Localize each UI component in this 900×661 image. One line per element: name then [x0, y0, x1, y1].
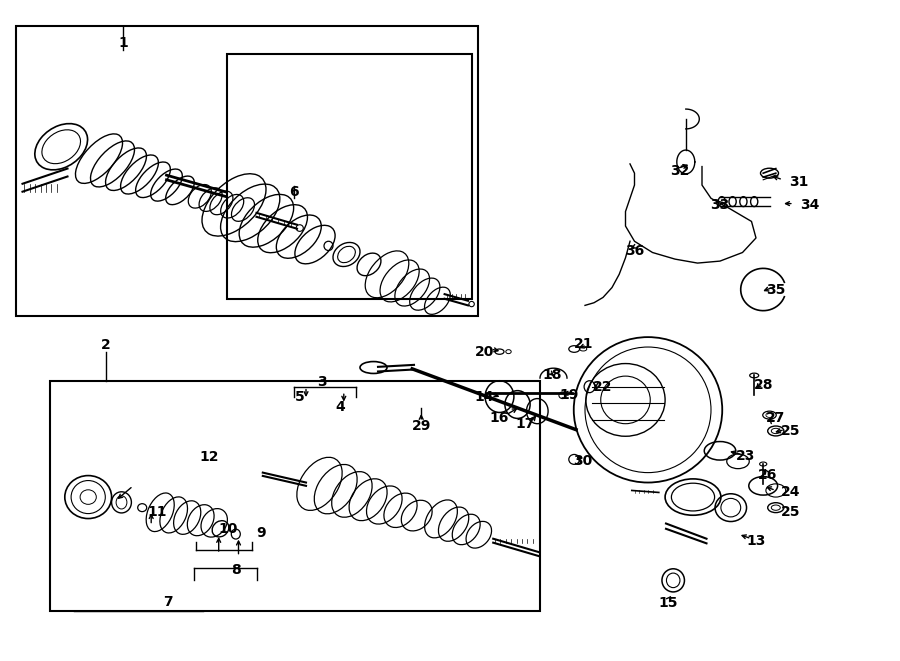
Text: 22: 22 [593, 379, 613, 394]
Text: 35: 35 [766, 282, 786, 297]
Text: 10: 10 [218, 522, 238, 536]
Text: 33: 33 [710, 198, 730, 212]
Text: 36: 36 [625, 244, 644, 258]
Text: 7: 7 [164, 594, 173, 609]
Text: 32: 32 [670, 163, 689, 178]
Text: 5: 5 [295, 389, 304, 404]
Text: 25: 25 [780, 424, 800, 438]
Text: 29: 29 [411, 419, 431, 434]
Text: 8: 8 [231, 563, 240, 577]
Text: 23: 23 [735, 449, 755, 463]
Text: 27: 27 [766, 410, 786, 425]
Text: 20: 20 [474, 344, 494, 359]
Bar [227, 54, 472, 299]
Text: 2: 2 [102, 338, 111, 352]
Text: 1: 1 [119, 36, 128, 50]
Text: 3: 3 [318, 375, 327, 389]
Text: 17: 17 [515, 417, 535, 432]
Text: 24: 24 [780, 485, 800, 500]
Text: 6: 6 [290, 184, 299, 199]
Text: 31: 31 [789, 175, 809, 189]
Text: 11: 11 [148, 505, 167, 520]
Text: 12: 12 [199, 450, 219, 465]
Bar [50, 381, 540, 611]
Text: 21: 21 [573, 336, 593, 351]
Text: 18: 18 [542, 368, 562, 383]
Text: 25: 25 [780, 505, 800, 520]
Text: 26: 26 [758, 467, 778, 482]
Text: 19: 19 [559, 388, 579, 403]
Text: 14: 14 [474, 389, 494, 404]
Text: 16: 16 [490, 410, 509, 425]
Text: 4: 4 [336, 399, 345, 414]
Text: 28: 28 [753, 377, 773, 392]
Bar [16, 26, 478, 316]
Text: 34: 34 [800, 198, 820, 212]
Text: 9: 9 [256, 526, 266, 541]
Text: 30: 30 [572, 454, 592, 469]
Text: 15: 15 [658, 596, 678, 610]
Text: 13: 13 [746, 533, 766, 548]
